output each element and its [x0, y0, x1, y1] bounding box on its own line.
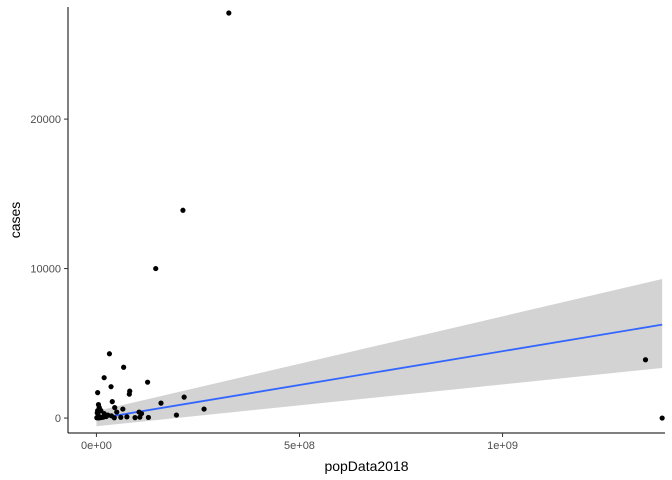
y-tick-label: 20000	[30, 114, 61, 126]
confidence-band-layer	[96, 279, 663, 427]
data-point	[180, 207, 186, 213]
data-point	[111, 415, 117, 421]
fit-line-layer	[96, 323, 663, 420]
data-point	[126, 391, 132, 397]
data-point	[112, 404, 118, 411]
data-point	[118, 414, 124, 420]
x-tick-label: 0e+00	[81, 440, 112, 452]
data-point	[99, 414, 105, 421]
data-point	[145, 379, 151, 385]
data-point	[659, 415, 665, 421]
data-point	[95, 390, 101, 396]
data-point	[108, 384, 114, 390]
data-point	[173, 412, 180, 418]
data-point	[124, 414, 130, 420]
data-point	[106, 351, 113, 357]
data-point	[120, 406, 126, 412]
regression-line	[96, 323, 663, 420]
data-point	[121, 364, 127, 370]
data-point	[158, 400, 164, 406]
x-axis-title: popData2018	[324, 458, 408, 474]
data-point	[101, 375, 107, 381]
x-tick-label: 1e+09	[487, 440, 518, 452]
confidence-band	[96, 279, 663, 427]
data-point	[201, 406, 207, 412]
axes-layer: 0e+00 5e+08 1e+09 0 10000 20000	[30, 7, 665, 452]
x-tick-label: 5e+08	[284, 440, 315, 452]
data-point	[132, 415, 138, 421]
y-tick-label: 10000	[30, 264, 61, 276]
data-point	[153, 265, 159, 272]
points-layer	[94, 10, 665, 421]
data-point	[642, 357, 649, 363]
data-point	[94, 410, 100, 416]
data-point	[226, 10, 232, 16]
data-point	[137, 414, 143, 420]
data-point	[181, 394, 187, 400]
y-tick-label: 0	[55, 413, 61, 425]
data-point	[145, 414, 152, 421]
y-axis-title: cases	[7, 202, 23, 239]
data-point	[109, 399, 115, 405]
data-point	[114, 409, 120, 415]
